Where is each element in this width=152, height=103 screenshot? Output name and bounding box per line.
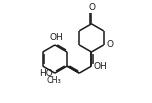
Text: O: O: [88, 3, 95, 12]
Text: CH₃: CH₃: [47, 76, 61, 85]
Text: O: O: [107, 40, 114, 49]
Text: HO: HO: [39, 69, 53, 78]
Text: OH: OH: [93, 62, 107, 71]
Text: OH: OH: [49, 33, 63, 42]
